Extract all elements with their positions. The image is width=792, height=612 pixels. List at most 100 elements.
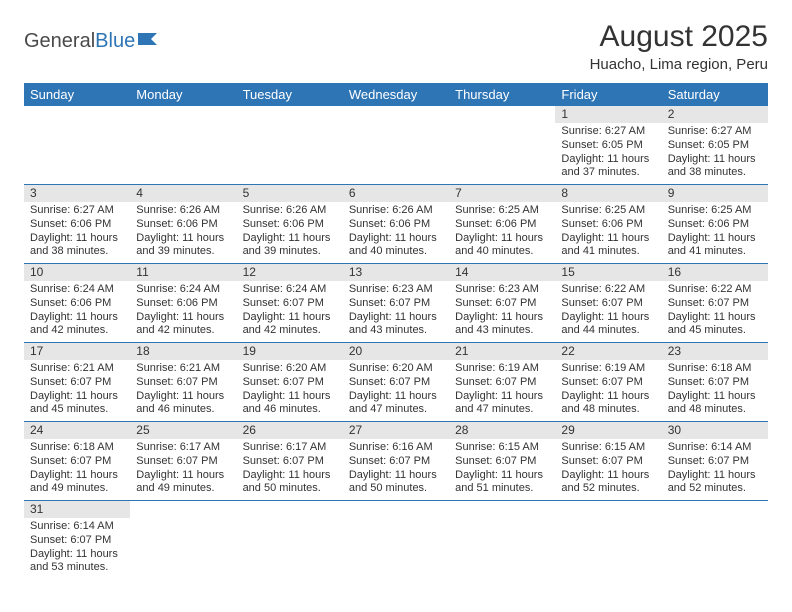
sunrise-text: Sunrise: 6:26 AM — [349, 204, 443, 218]
calendar-week-row: 3Sunrise: 6:27 AMSunset: 6:06 PMDaylight… — [24, 185, 768, 264]
day-header: Saturday — [662, 83, 768, 106]
calendar-day-cell: 12Sunrise: 6:24 AMSunset: 6:07 PMDayligh… — [237, 264, 343, 343]
day-details: Sunrise: 6:18 AMSunset: 6:07 PMDaylight:… — [24, 439, 130, 500]
daylight-text: Daylight: 11 hours and 51 minutes. — [455, 469, 549, 497]
calendar-day-cell: 22Sunrise: 6:19 AMSunset: 6:07 PMDayligh… — [555, 343, 661, 422]
day-details: Sunrise: 6:20 AMSunset: 6:07 PMDaylight:… — [343, 360, 449, 421]
daylight-text: Daylight: 11 hours and 50 minutes. — [243, 469, 337, 497]
day-details: Sunrise: 6:24 AMSunset: 6:07 PMDaylight:… — [237, 281, 343, 342]
calendar-day-cell: 11Sunrise: 6:24 AMSunset: 6:06 PMDayligh… — [130, 264, 236, 343]
sunset-text: Sunset: 6:07 PM — [668, 455, 762, 469]
brand-text-1: General — [24, 30, 95, 53]
day-details: Sunrise: 6:25 AMSunset: 6:06 PMDaylight:… — [662, 202, 768, 263]
sunrise-text: Sunrise: 6:23 AM — [455, 283, 549, 297]
sunrise-text: Sunrise: 6:17 AM — [243, 441, 337, 455]
calendar-day-cell: 26Sunrise: 6:17 AMSunset: 6:07 PMDayligh… — [237, 422, 343, 501]
day-number: 22 — [555, 343, 661, 360]
calendar-day-cell: 20Sunrise: 6:20 AMSunset: 6:07 PMDayligh… — [343, 343, 449, 422]
sunset-text: Sunset: 6:07 PM — [349, 376, 443, 390]
day-details: Sunrise: 6:27 AMSunset: 6:05 PMDaylight:… — [662, 123, 768, 184]
day-number: 11 — [130, 264, 236, 281]
sunrise-text: Sunrise: 6:20 AM — [349, 362, 443, 376]
sunset-text: Sunset: 6:07 PM — [243, 297, 337, 311]
daylight-text: Daylight: 11 hours and 49 minutes. — [30, 469, 124, 497]
day-details: Sunrise: 6:27 AMSunset: 6:05 PMDaylight:… — [555, 123, 661, 184]
sunrise-text: Sunrise: 6:17 AM — [136, 441, 230, 455]
day-number: 20 — [343, 343, 449, 360]
day-details: Sunrise: 6:27 AMSunset: 6:06 PMDaylight:… — [24, 202, 130, 263]
calendar-day-cell: 13Sunrise: 6:23 AMSunset: 6:07 PMDayligh… — [343, 264, 449, 343]
calendar-day-cell: 29Sunrise: 6:15 AMSunset: 6:07 PMDayligh… — [555, 422, 661, 501]
day-number: 29 — [555, 422, 661, 439]
sunset-text: Sunset: 6:06 PM — [30, 297, 124, 311]
day-number: 14 — [449, 264, 555, 281]
daylight-text: Daylight: 11 hours and 38 minutes. — [668, 153, 762, 181]
sunset-text: Sunset: 6:06 PM — [136, 297, 230, 311]
calendar-day-cell: 18Sunrise: 6:21 AMSunset: 6:07 PMDayligh… — [130, 343, 236, 422]
day-details: Sunrise: 6:26 AMSunset: 6:06 PMDaylight:… — [343, 202, 449, 263]
day-details: Sunrise: 6:19 AMSunset: 6:07 PMDaylight:… — [449, 360, 555, 421]
daylight-text: Daylight: 11 hours and 42 minutes. — [136, 311, 230, 339]
day-header: Sunday — [24, 83, 130, 106]
sunset-text: Sunset: 6:07 PM — [243, 376, 337, 390]
brand-logo: GeneralBlue — [24, 30, 159, 53]
day-details: Sunrise: 6:21 AMSunset: 6:07 PMDaylight:… — [130, 360, 236, 421]
calendar-week-row: 17Sunrise: 6:21 AMSunset: 6:07 PMDayligh… — [24, 343, 768, 422]
daylight-text: Daylight: 11 hours and 47 minutes. — [349, 390, 443, 418]
calendar-day-cell: 1Sunrise: 6:27 AMSunset: 6:05 PMDaylight… — [555, 106, 661, 185]
calendar-week-row: 31Sunrise: 6:14 AMSunset: 6:07 PMDayligh… — [24, 501, 768, 580]
day-number: 1 — [555, 106, 661, 123]
day-details: Sunrise: 6:24 AMSunset: 6:06 PMDaylight:… — [130, 281, 236, 342]
daylight-text: Daylight: 11 hours and 48 minutes. — [668, 390, 762, 418]
sunrise-text: Sunrise: 6:15 AM — [455, 441, 549, 455]
day-header: Monday — [130, 83, 236, 106]
sunset-text: Sunset: 6:07 PM — [561, 376, 655, 390]
day-header: Thursday — [449, 83, 555, 106]
calendar-day-cell: 7Sunrise: 6:25 AMSunset: 6:06 PMDaylight… — [449, 185, 555, 264]
day-number: 15 — [555, 264, 661, 281]
day-details: Sunrise: 6:19 AMSunset: 6:07 PMDaylight:… — [555, 360, 661, 421]
day-details: Sunrise: 6:23 AMSunset: 6:07 PMDaylight:… — [343, 281, 449, 342]
location-text: Huacho, Lima region, Peru — [590, 56, 768, 73]
calendar-day-cell: 28Sunrise: 6:15 AMSunset: 6:07 PMDayligh… — [449, 422, 555, 501]
daylight-text: Daylight: 11 hours and 46 minutes. — [136, 390, 230, 418]
sunrise-text: Sunrise: 6:14 AM — [668, 441, 762, 455]
day-details: Sunrise: 6:15 AMSunset: 6:07 PMDaylight:… — [555, 439, 661, 500]
day-number: 2 — [662, 106, 768, 123]
daylight-text: Daylight: 11 hours and 49 minutes. — [136, 469, 230, 497]
sunrise-text: Sunrise: 6:25 AM — [561, 204, 655, 218]
day-number: 8 — [555, 185, 661, 202]
daylight-text: Daylight: 11 hours and 52 minutes. — [561, 469, 655, 497]
sunset-text: Sunset: 6:07 PM — [561, 455, 655, 469]
calendar-day-cell: 27Sunrise: 6:16 AMSunset: 6:07 PMDayligh… — [343, 422, 449, 501]
daylight-text: Daylight: 11 hours and 42 minutes. — [243, 311, 337, 339]
sunrise-text: Sunrise: 6:24 AM — [243, 283, 337, 297]
day-number: 23 — [662, 343, 768, 360]
flag-icon — [137, 30, 159, 53]
sunrise-text: Sunrise: 6:26 AM — [136, 204, 230, 218]
daylight-text: Daylight: 11 hours and 38 minutes. — [30, 232, 124, 260]
calendar-day-cell: 15Sunrise: 6:22 AMSunset: 6:07 PMDayligh… — [555, 264, 661, 343]
sunset-text: Sunset: 6:06 PM — [668, 218, 762, 232]
daylight-text: Daylight: 11 hours and 46 minutes. — [243, 390, 337, 418]
sunrise-text: Sunrise: 6:24 AM — [30, 283, 124, 297]
day-number: 19 — [237, 343, 343, 360]
day-header: Friday — [555, 83, 661, 106]
day-number: 7 — [449, 185, 555, 202]
day-number: 3 — [24, 185, 130, 202]
sunrise-text: Sunrise: 6:22 AM — [668, 283, 762, 297]
sunrise-text: Sunrise: 6:15 AM — [561, 441, 655, 455]
calendar-table: SundayMondayTuesdayWednesdayThursdayFrid… — [24, 83, 768, 579]
daylight-text: Daylight: 11 hours and 39 minutes. — [136, 232, 230, 260]
sunset-text: Sunset: 6:07 PM — [668, 297, 762, 311]
calendar-week-row: 1Sunrise: 6:27 AMSunset: 6:05 PMDaylight… — [24, 106, 768, 185]
calendar-day-cell: 4Sunrise: 6:26 AMSunset: 6:06 PMDaylight… — [130, 185, 236, 264]
title-block: August 2025 Huacho, Lima region, Peru — [590, 20, 768, 73]
daylight-text: Daylight: 11 hours and 41 minutes. — [561, 232, 655, 260]
day-number: 16 — [662, 264, 768, 281]
sunset-text: Sunset: 6:07 PM — [30, 534, 124, 548]
calendar-day-cell: 14Sunrise: 6:23 AMSunset: 6:07 PMDayligh… — [449, 264, 555, 343]
calendar-empty-cell — [343, 501, 449, 580]
calendar-day-cell: 24Sunrise: 6:18 AMSunset: 6:07 PMDayligh… — [24, 422, 130, 501]
day-header-row: SundayMondayTuesdayWednesdayThursdayFrid… — [24, 83, 768, 106]
